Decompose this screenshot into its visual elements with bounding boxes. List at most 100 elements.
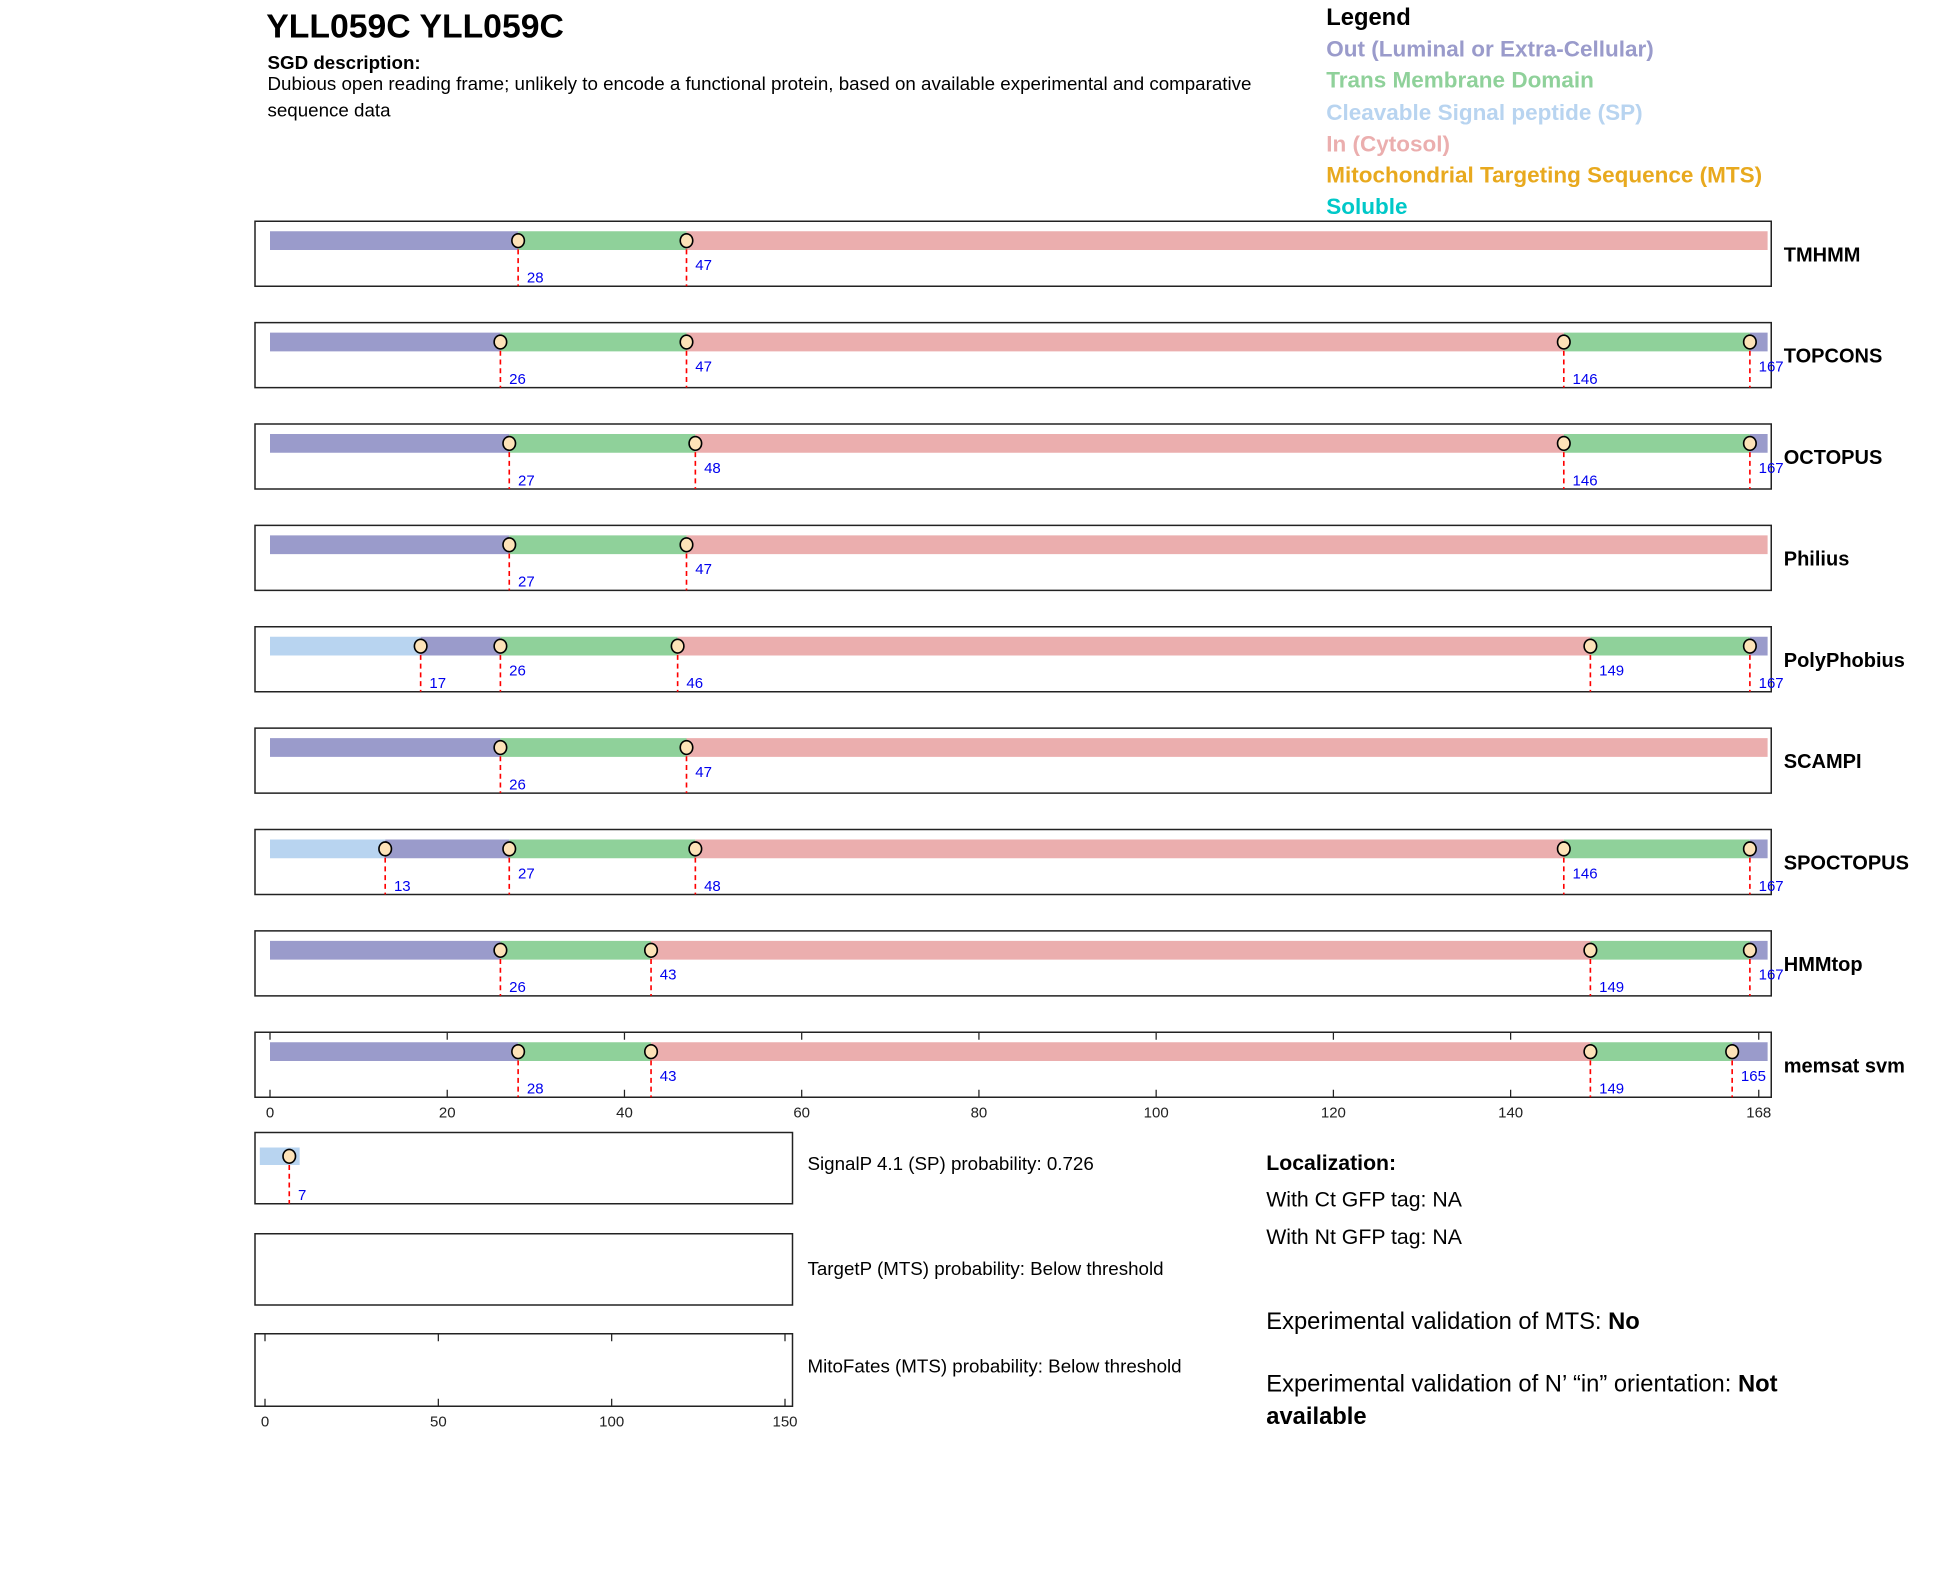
segment-out	[270, 231, 519, 250]
segment-tm	[518, 1042, 652, 1061]
track-label-philius: Philius	[1784, 548, 1850, 570]
track-box	[254, 1131, 794, 1205]
boundary-marker	[679, 334, 694, 350]
boundary-label: 27	[518, 472, 535, 489]
boundary-label: 146	[1573, 472, 1598, 489]
boundary-marker	[670, 638, 685, 654]
track-label-hmmtop: HMMtop	[1784, 954, 1863, 976]
segment-in	[651, 1042, 1591, 1061]
boundary-label: 13	[394, 878, 411, 895]
segment-out	[385, 839, 510, 859]
nt-gfp: With Nt GFP tag: NA	[1266, 1225, 1462, 1249]
boundary-marker	[502, 537, 517, 553]
boundary-label: 47	[695, 358, 712, 375]
boundary-marker	[1583, 1043, 1598, 1060]
boundary-label: 149	[1599, 1081, 1624, 1098]
track-label-octopus: OCTOPUS	[1784, 447, 1883, 469]
boundary-marker	[1742, 942, 1757, 958]
nin-validation-label: Experimental validation of N’ “in” orien…	[1266, 1371, 1738, 1398]
boundary-marker	[493, 739, 508, 756]
mitofates-box	[254, 1333, 794, 1407]
small-x-tick-label: 100	[599, 1413, 624, 1430]
track-label-memsat-svm: memsat svm	[1784, 1055, 1905, 1077]
boundary-label: 167	[1759, 878, 1784, 895]
nin-validation: Experimental validation of N’ “in” orien…	[1266, 1369, 1841, 1434]
track-box	[254, 524, 1772, 592]
track-box	[254, 220, 1772, 287]
boundary-marker	[413, 638, 428, 654]
small-x-tick-label: 150	[772, 1413, 797, 1430]
boundary-label: 17	[429, 675, 446, 692]
segment-out	[1732, 1042, 1768, 1061]
segment-tm	[1590, 940, 1750, 960]
segment-out	[270, 738, 501, 757]
boundary-marker	[502, 435, 517, 452]
track-box	[254, 625, 1772, 693]
track-box	[254, 727, 1772, 794]
sgd-heading: SGD description:	[267, 52, 421, 74]
segment-in	[651, 940, 1591, 960]
mitofates-text: MitoFates (MTS) probability: Below thres…	[807, 1356, 1182, 1378]
x-tick-label: 20	[439, 1104, 456, 1121]
track-label-spoctopus: SPOCTOPUS	[1784, 853, 1909, 875]
track-box	[254, 930, 1772, 997]
boundary-marker	[688, 841, 703, 857]
segment-tm	[500, 940, 652, 960]
legend-out: Out (Luminal or Extra-Cellular)	[1326, 36, 1654, 62]
segment-tm	[500, 738, 687, 757]
segment-in	[686, 535, 1768, 555]
boundary-marker	[1556, 435, 1571, 452]
boundary-label: 46	[686, 675, 703, 692]
boundary-marker	[1742, 435, 1757, 452]
track-label-tmhmm: TMHMM	[1784, 244, 1861, 266]
mts-validation-label: Experimental validation of MTS:	[1266, 1308, 1609, 1335]
boundary-marker	[1556, 334, 1571, 350]
boundary-label: 48	[704, 878, 721, 895]
segment-out	[270, 434, 510, 453]
boundary-marker	[511, 232, 526, 249]
segment-tm	[509, 434, 696, 453]
x-tick-label: 80	[971, 1104, 988, 1121]
boundary-label: 43	[660, 967, 677, 984]
boundary-label: 167	[1759, 675, 1784, 692]
segment-tm	[1563, 332, 1750, 352]
boundary-label: 47	[695, 561, 712, 578]
track-box	[254, 1031, 1772, 1098]
segment-sp	[270, 839, 386, 859]
boundary-label: 165	[1741, 1068, 1766, 1085]
segment-out	[270, 1042, 519, 1061]
boundary-label: 167	[1759, 358, 1784, 375]
legend: Legend Out (Luminal or Extra-Cellular) T…	[1326, 5, 1762, 226]
segment-tm	[509, 535, 687, 555]
boundary-label: 27	[518, 574, 535, 591]
segment-sp	[270, 636, 421, 656]
boundary-label: 26	[509, 371, 526, 388]
boundary-label: 47	[695, 257, 712, 274]
boundary-label: 48	[704, 460, 721, 477]
track-label-scampi: SCAMPI	[1784, 751, 1862, 773]
boundary-marker	[511, 1043, 526, 1060]
x-tick-label: 40	[616, 1104, 633, 1121]
boundary-label: 26	[509, 663, 526, 680]
boundary-marker	[1742, 334, 1757, 350]
nin-validation-value: Not available	[1266, 1371, 1778, 1430]
segment-in	[686, 231, 1768, 250]
x-tick-label: 100	[1144, 1104, 1169, 1121]
segment-out	[270, 940, 501, 960]
legend-title: Legend	[1326, 5, 1411, 32]
small-x-tick-label: 0	[261, 1413, 269, 1430]
segment-in	[677, 636, 1591, 656]
segment-tm	[1563, 839, 1750, 859]
track-label-polyphobius: PolyPhobius	[1784, 650, 1905, 672]
boundary-label: 26	[509, 776, 526, 793]
boundary-marker	[643, 1043, 659, 1060]
segment-in	[695, 434, 1564, 453]
legend-sp: Cleavable Signal peptide (SP)	[1326, 99, 1643, 125]
segment-tm	[1590, 1042, 1733, 1061]
targetp-box	[254, 1233, 794, 1306]
segment-tm	[518, 231, 687, 250]
segment-tm	[500, 636, 678, 656]
segment-in	[695, 839, 1564, 859]
sgd-description: Dubious open reading frame; unlikely to …	[267, 73, 1252, 122]
boundary-marker	[493, 638, 508, 654]
